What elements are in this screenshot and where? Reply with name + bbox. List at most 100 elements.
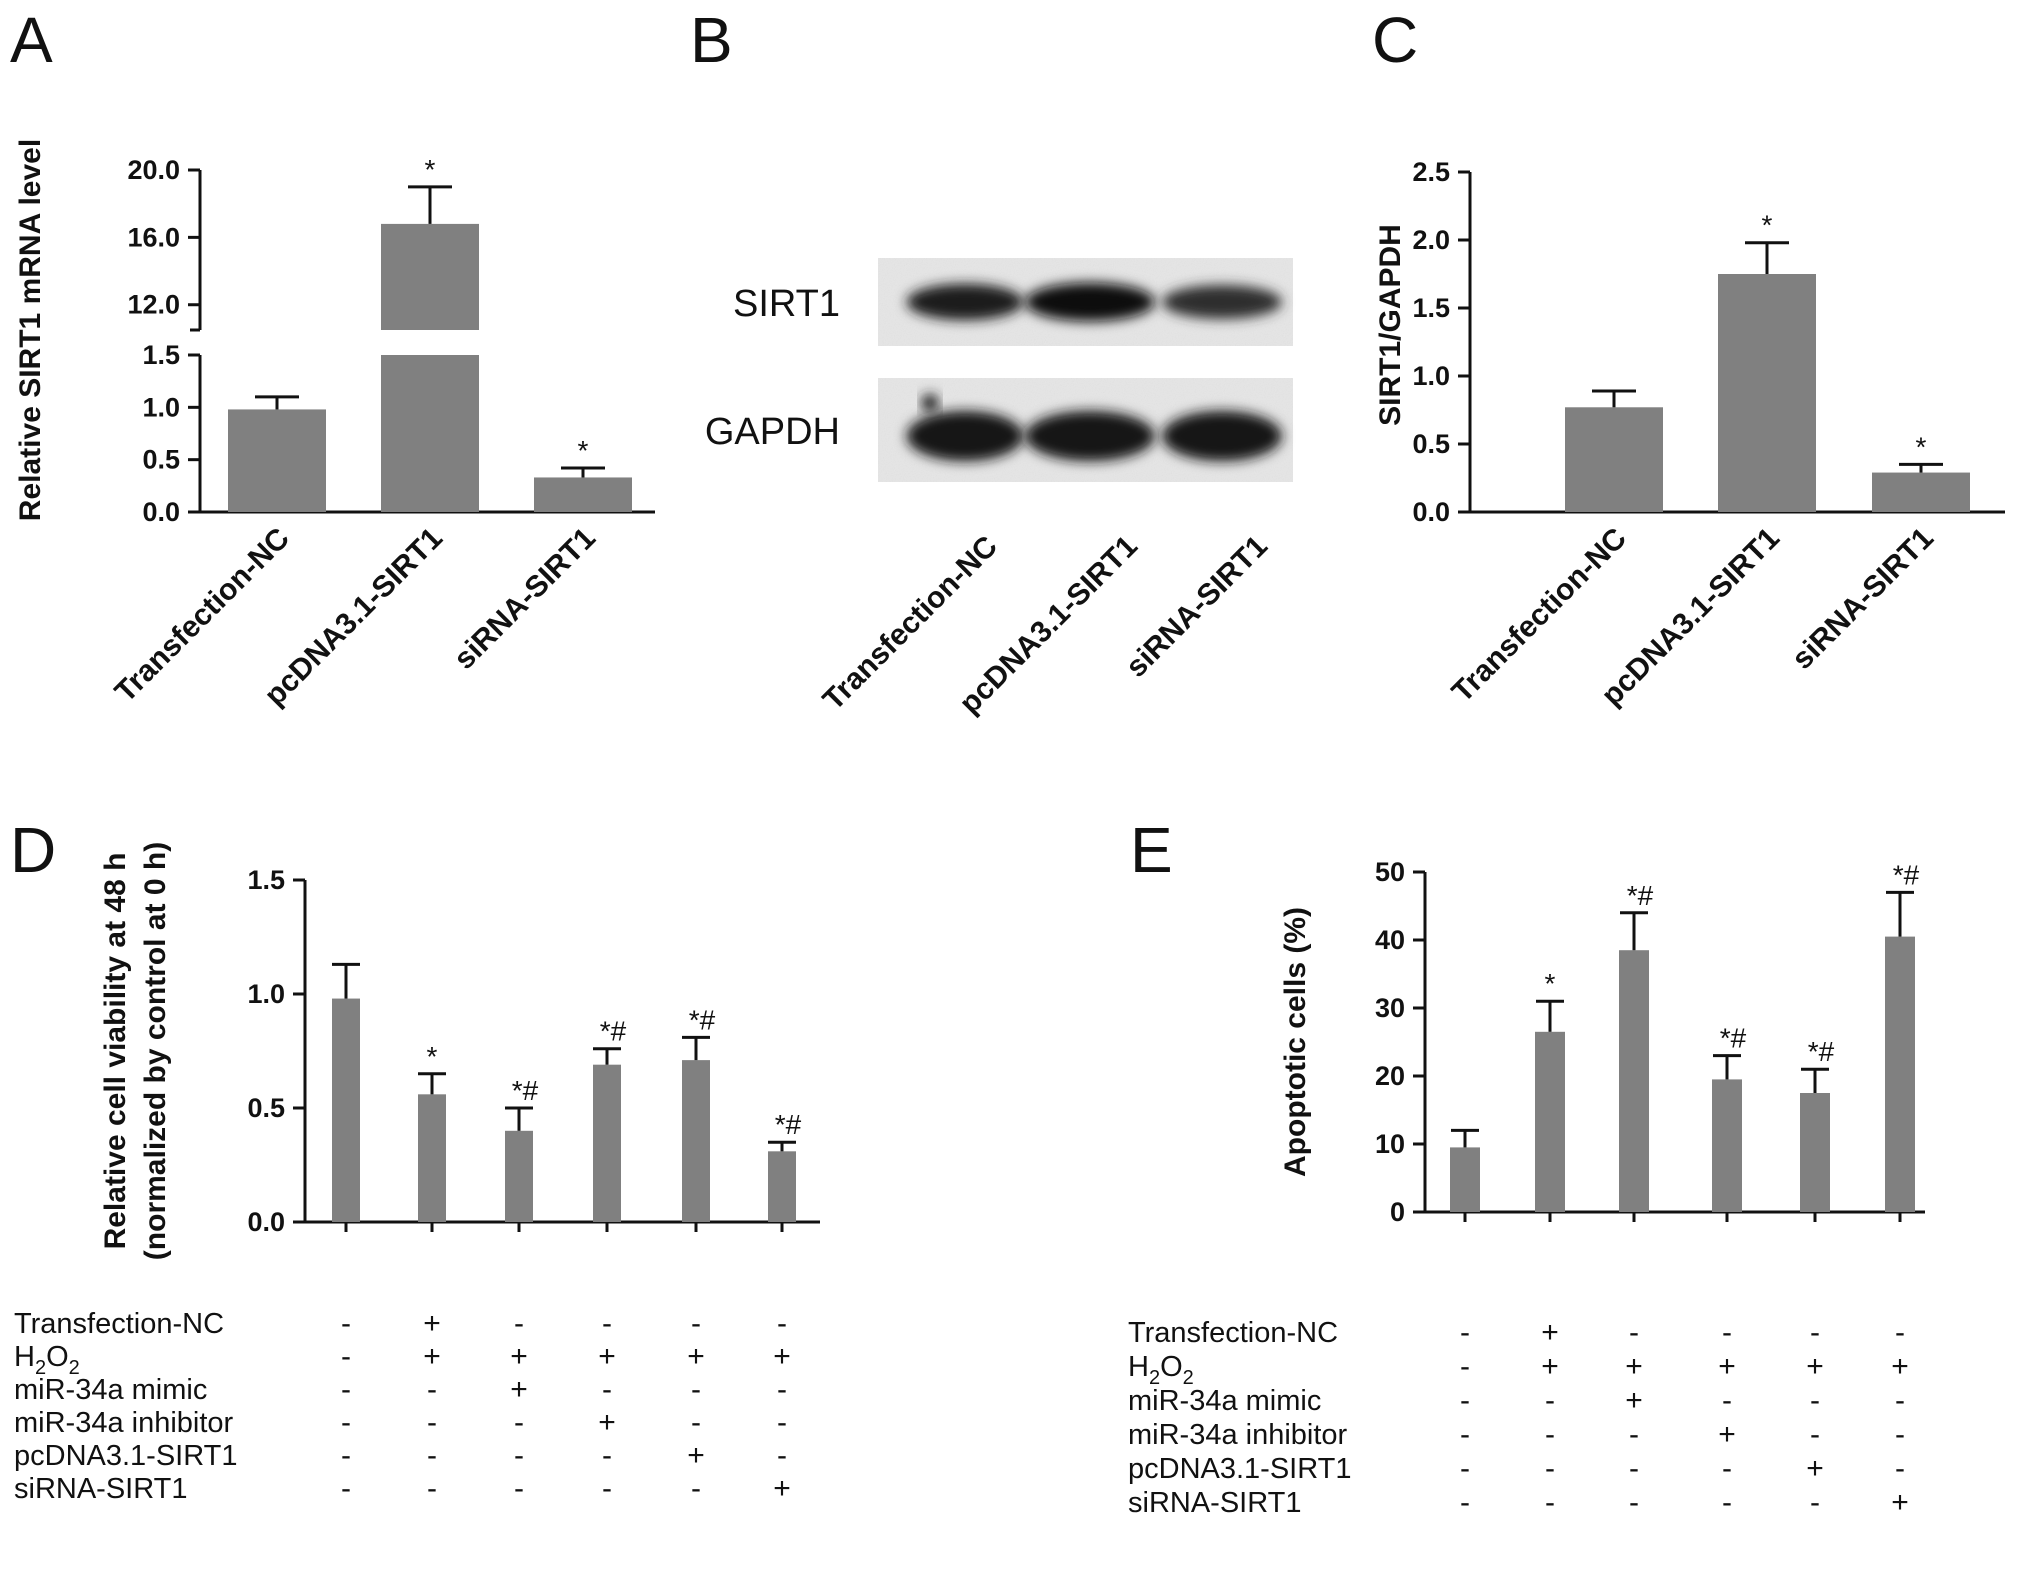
panel-e-treatment-sign: + <box>1806 1452 1824 1485</box>
panel-d-bar <box>768 1151 796 1222</box>
panel-e-treatment-sign: - <box>1722 1486 1732 1519</box>
panel-d-treatment-sign: + <box>423 1340 441 1373</box>
panel-d-treatment-sign: - <box>427 1472 437 1505</box>
panel-b-band <box>1025 282 1155 322</box>
panel-c-y-axis-title: SIRT1/GAPDH <box>1374 224 1407 426</box>
panel-a-tick-label: 20.0 <box>127 155 180 185</box>
panel-e-significance-mark: *# <box>1720 1023 1747 1054</box>
panel-e-tick-label: 30 <box>1375 993 1405 1023</box>
panel-e-treatment-sign: + <box>1625 1350 1643 1383</box>
panel-letter-e: E <box>1130 814 1173 886</box>
panel-d-treatment-sign: - <box>514 1406 524 1439</box>
panel-e-treatment-label: H2O2 <box>1128 1351 1194 1389</box>
panel-e-tick-label: 10 <box>1375 1129 1405 1159</box>
panel-letter-c: C <box>1372 4 1418 76</box>
panel-e-treatment-sign: + <box>1541 1350 1559 1383</box>
panel-letter-a: A <box>10 4 53 76</box>
panel-d-treatment-sign: + <box>510 1373 528 1406</box>
panel-d-tick-label: 1.0 <box>247 979 285 1009</box>
panel-a-tick-label: 0.0 <box>142 497 180 527</box>
panel-d-treatment-sign: + <box>510 1340 528 1373</box>
panel-d-tick-label: 0.0 <box>247 1207 285 1237</box>
panel-e-treatment-label: Transfection-NC <box>1128 1317 1338 1349</box>
panel-d-treatment-sign: - <box>427 1373 437 1406</box>
panel-d-treatment-sign: - <box>777 1406 787 1439</box>
panel-a-chart: 0.0 0.5 1.0 1.5 12.0 16.0 20.0 Relative SIRT1 m… <box>14 139 655 712</box>
panel-d-treatment-sign: + <box>598 1340 616 1373</box>
panel-c-bar <box>1565 407 1663 512</box>
panel-d-bar <box>593 1064 621 1222</box>
panel-d-y-axis-title: (normalized by control at 0 h) <box>139 842 172 1260</box>
panel-a-tick-label: 1.5 <box>142 340 180 370</box>
panel-d-y-axis-title: Relative cell viability at 48 h <box>99 853 132 1250</box>
panel-d-treatment-sign: - <box>341 1439 351 1472</box>
panel-d-treatment-sign: - <box>602 1307 612 1340</box>
panel-e-treatment-sign: - <box>1895 1452 1905 1485</box>
panel-e-treatment-sign: - <box>1629 1452 1639 1485</box>
panel-a-significance-mark: * <box>425 154 436 185</box>
panel-d-treatment-sign: - <box>341 1340 351 1373</box>
panel-e-treatment-sign: - <box>1895 1418 1905 1451</box>
panel-e-bar <box>1885 936 1915 1212</box>
panel-e-treatment-sign: - <box>1545 1384 1555 1417</box>
panel-b-band <box>1162 285 1282 319</box>
panel-e-treatment-sign: - <box>1895 1384 1905 1417</box>
panel-e-treatment-sign: - <box>1545 1486 1555 1519</box>
panel-e-treatment-sign: - <box>1629 1418 1639 1451</box>
panel-e-treatment-sign: - <box>1722 1316 1732 1349</box>
panel-e-treatment-label-part: O <box>1160 1351 1183 1383</box>
panel-d-treatment-sign: + <box>687 1439 705 1472</box>
panel-e-significance-mark: *# <box>1893 859 1920 890</box>
panel-d-treatment-label: miR-34a inhibitor <box>14 1407 234 1439</box>
panel-e-treatment-sign: - <box>1629 1316 1639 1349</box>
panel-b-blot-artifact <box>921 394 939 412</box>
panel-d-treatment-sign: - <box>514 1472 524 1505</box>
panel-d-treatment-sign: - <box>341 1472 351 1505</box>
panel-e-treatment-label: siRNA-SIRT1 <box>1128 1487 1302 1519</box>
panel-letter-b: B <box>690 4 733 76</box>
panel-a-bar <box>534 477 632 512</box>
panel-d-significance-mark: * <box>427 1041 438 1072</box>
panel-e-treatment-sign: + <box>1806 1350 1824 1383</box>
panel-c-category-label: siRNA-SIRT1 <box>1786 522 1940 676</box>
panel-e-bar <box>1800 1093 1830 1212</box>
panel-c-tick-label: 0.0 <box>1412 497 1450 527</box>
panel-a-tick-label: 0.5 <box>142 445 180 475</box>
panel-d-treatment-sign: - <box>691 1406 701 1439</box>
panel-e-significance-mark: *# <box>1627 880 1654 911</box>
panel-d-treatment-label-part: 2 <box>35 1357 46 1379</box>
panel-d-bar <box>332 998 360 1222</box>
panel-b-band <box>906 283 1024 321</box>
panel-d-treatment-sign: - <box>777 1307 787 1340</box>
panel-a-tick-label: 16.0 <box>127 222 180 252</box>
panel-c-bar <box>1872 472 1970 512</box>
panel-d-treatment-sign: - <box>602 1439 612 1472</box>
panel-b-western-blot: SIRT1GAPDHTransfection-NCpcDNA3.1-SIRT1s… <box>705 258 1293 720</box>
panel-e-bar <box>1450 1147 1480 1212</box>
panel-d-treatment-sign: - <box>341 1406 351 1439</box>
panel-e-treatment-label: pcDNA3.1-SIRT1 <box>1128 1453 1352 1485</box>
panel-e-treatment-sign: + <box>1891 1486 1909 1519</box>
panel-e-bar <box>1535 1031 1565 1212</box>
panel-d-tick-label: 0.5 <box>247 1093 285 1123</box>
panel-c-tick-label: 2.0 <box>1412 225 1450 255</box>
panel-a-bar <box>381 355 479 512</box>
panel-c-tick-label: 1.5 <box>1412 293 1450 323</box>
panel-d-treatment-sign: - <box>427 1439 437 1472</box>
panel-e-treatment-label-part: 2 <box>1183 1367 1194 1389</box>
panel-a-bar <box>381 223 479 330</box>
panel-a-category-label: siRNA-SIRT1 <box>448 522 602 676</box>
panel-d-treatment-label: Transfection-NC <box>14 1308 224 1340</box>
panel-e-tick-label: 50 <box>1375 857 1405 887</box>
panel-e-y-axis-title: Apoptotic cells (%) <box>1279 907 1312 1177</box>
panel-d-tick-label: 1.5 <box>247 865 285 895</box>
panel-d-treatment-sign: - <box>691 1307 701 1340</box>
panel-e-treatment-sign: - <box>1810 1418 1820 1451</box>
panel-c-bar <box>1718 274 1816 512</box>
panel-e-treatment-sign: - <box>1722 1452 1732 1485</box>
panel-e-chart: 0 10 20 30 40 50 Apoptotic cells (%) * *# *# *# *# T… <box>1128 857 1925 1519</box>
panel-d-treatment-sign: + <box>773 1340 791 1373</box>
panel-d-treatment-sign: - <box>514 1307 524 1340</box>
panel-e-treatment-sign: + <box>1718 1418 1736 1451</box>
